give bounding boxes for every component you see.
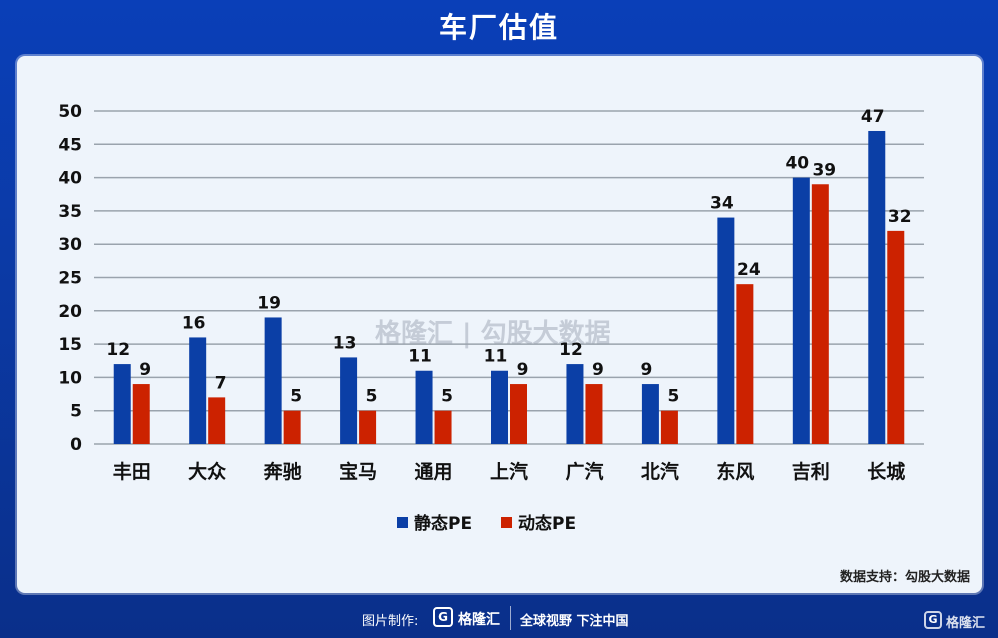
y-tick-label: 30 — [58, 235, 82, 255]
data-label: 13 — [333, 333, 357, 353]
y-tick-label: 10 — [58, 368, 82, 388]
made-by-label: 图片制作: — [362, 614, 419, 629]
data-source: 数据支持：勾股大数据 — [839, 570, 970, 585]
y-tick-label: 5 — [70, 402, 82, 422]
brand-name-right: 格隆汇 — [946, 616, 986, 631]
y-tick-label: 15 — [58, 335, 82, 355]
bar-dynamic-pe — [283, 410, 301, 444]
y-tick-label: 50 — [58, 102, 82, 122]
y-tick-label: 45 — [58, 135, 82, 155]
data-label: 32 — [888, 207, 912, 227]
data-label: 11 — [484, 347, 508, 367]
data-label: 9 — [139, 360, 151, 380]
bar-static-pe — [641, 384, 659, 444]
x-tick-label: 吉利 — [792, 460, 830, 483]
data-label: 12 — [106, 340, 130, 360]
y-tick-label: 35 — [58, 202, 82, 222]
bar-dynamic-pe — [585, 384, 603, 444]
legend-swatch — [501, 517, 512, 528]
bar-dynamic-pe — [510, 384, 527, 444]
bar-static-pe — [792, 177, 810, 444]
bar-dynamic-pe — [736, 284, 754, 444]
data-label: 16 — [182, 313, 206, 333]
data-label: 34 — [710, 194, 734, 214]
footer-divider — [510, 606, 511, 630]
data-label: 7 — [215, 373, 227, 393]
y-tick-label: 40 — [58, 169, 82, 189]
x-tick-label: 通用 — [415, 461, 453, 483]
chart-panel: 格隆汇 | 勾股大数据 0 5 10 15 20 25 30 35 40 45 50 12 9 丰田 16 7… — [17, 56, 982, 593]
x-tick-label: 丰田 — [113, 460, 151, 483]
bar-static-pe — [868, 130, 886, 444]
page-title: 车厂估值 — [438, 11, 559, 44]
brand-logo-icon-right: G — [924, 611, 942, 629]
data-label: 9 — [592, 360, 604, 380]
legend-label: 静态PE — [414, 513, 472, 534]
x-tick-label: 上汽 — [490, 460, 528, 483]
footer: 图片制作: G 格隆汇 全球视野 下注中国 G 格隆汇 — [0, 600, 998, 638]
bar-static-pe — [491, 370, 508, 444]
legend-label: 动态PE — [518, 513, 576, 534]
x-tick-label: 广汽 — [565, 460, 603, 483]
data-label: 24 — [737, 260, 761, 280]
bar-dynamic-pe — [887, 230, 905, 444]
data-label: 11 — [408, 347, 432, 367]
y-tick-label: 0 — [70, 435, 82, 455]
data-label: 9 — [640, 360, 652, 380]
bar-static-pe — [264, 317, 282, 444]
data-label: 12 — [559, 340, 583, 360]
bar-dynamic-pe — [208, 397, 226, 444]
bar-dynamic-pe — [811, 184, 829, 444]
bar-static-pe — [113, 364, 131, 444]
bar-static-pe — [566, 364, 584, 444]
bar-chart: 0 5 10 15 20 25 30 35 40 45 50 12 9 丰田 16 7 大众 19 5 奔驰 13 5 宝马… — [58, 102, 924, 534]
bar-static-pe — [415, 370, 433, 444]
y-tick-label: 20 — [58, 302, 82, 322]
brand-logo-icon: G — [433, 607, 453, 627]
x-tick-label: 北汽 — [641, 460, 679, 483]
legend-swatch — [397, 517, 408, 528]
slogan: 全球视野 下注中国 — [520, 614, 629, 629]
bar-static-pe — [340, 357, 358, 444]
bar-dynamic-pe — [660, 410, 678, 444]
x-tick-label: 宝马 — [339, 460, 377, 483]
data-label: 5 — [667, 387, 679, 407]
brand-name: 格隆汇 — [458, 612, 500, 628]
data-label: 40 — [785, 154, 809, 174]
x-tick-label: 东风 — [716, 460, 754, 483]
bar-dynamic-pe — [132, 384, 150, 444]
x-tick-label: 长城 — [867, 460, 905, 483]
data-label: 5 — [366, 387, 378, 407]
data-label: 47 — [861, 107, 885, 127]
bar-static-pe — [717, 217, 735, 444]
data-label: 9 — [517, 360, 529, 380]
data-label: 39 — [812, 160, 836, 180]
x-tick-label: 大众 — [188, 460, 226, 483]
data-label: 5 — [441, 387, 453, 407]
bar-static-pe — [189, 337, 207, 444]
y-tick-label: 25 — [58, 269, 82, 289]
data-label: 5 — [290, 387, 302, 407]
data-label: 19 — [257, 293, 281, 313]
bar-dynamic-pe — [359, 410, 377, 444]
x-tick-label: 奔驰 — [263, 460, 302, 483]
bar-dynamic-pe — [434, 410, 452, 444]
